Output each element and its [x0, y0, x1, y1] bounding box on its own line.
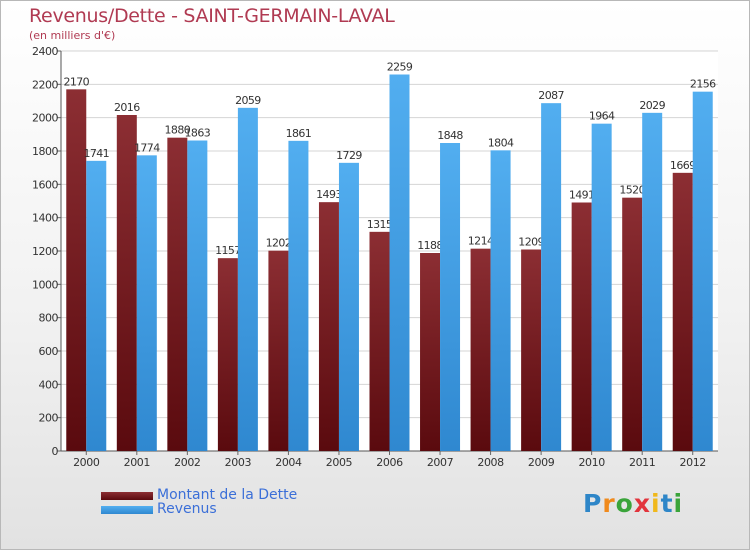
chart-title: Revenus/Dette - SAINT-GERMAIN-LAVAL [29, 5, 395, 27]
legend-label-dette: Montant de la Dette [157, 487, 298, 503]
data-label-revenus-2006: 2259 [387, 61, 413, 74]
bar-revenus-2009 [541, 103, 562, 452]
data-label-revenus-2005: 1729 [336, 149, 362, 162]
y-tick-label: 2400 [32, 45, 58, 58]
x-tick-label-2004: 2004 [275, 456, 302, 469]
y-tick-label: 200 [39, 412, 59, 425]
data-label-dette-2006: 1315 [367, 218, 393, 231]
bar-dette-2010 [571, 202, 592, 451]
x-tick-label-2011: 2011 [629, 456, 655, 469]
y-tick-label: 600 [39, 345, 59, 358]
bar-revenus-2011 [642, 112, 663, 451]
bar-revenus-2000 [86, 160, 107, 452]
bar-revenus-2002 [187, 140, 208, 451]
data-label-dette-2001: 2016 [114, 101, 140, 114]
x-tick-label-2009: 2009 [528, 456, 555, 469]
bar-dette-2011 [622, 197, 643, 451]
legend-swatch-dette [101, 492, 153, 500]
legend-label-revenus: Revenus [157, 501, 217, 517]
x-tick-label-2003: 2003 [225, 456, 252, 469]
data-label-dette-2002: 1880 [165, 124, 191, 137]
data-label-revenus-2001: 1774 [134, 141, 160, 154]
data-label-revenus-2010: 1964 [589, 110, 615, 123]
bar-revenus-2012 [692, 91, 713, 452]
chart-subtitle: (en milliers d'€) [29, 29, 116, 42]
data-label-revenus-2011: 2029 [639, 99, 665, 112]
bar-revenus-2001 [136, 155, 157, 452]
data-label-revenus-2009: 2087 [538, 89, 564, 102]
data-label-dette-2010: 1491 [569, 189, 595, 202]
y-tick-label: 0 [52, 445, 59, 458]
y-tick-label: 1200 [32, 245, 58, 258]
bar-revenus-2004 [288, 140, 309, 452]
x-tick-label-2000: 2000 [73, 456, 100, 469]
data-label-revenus-2004: 1861 [286, 127, 312, 140]
bar-dette-2007 [420, 253, 441, 451]
bar-dette-2002 [167, 137, 188, 451]
data-label-revenus-2007: 1848 [437, 129, 463, 142]
x-tick-label-2010: 2010 [578, 456, 605, 469]
bar-dette-2012 [672, 172, 693, 452]
data-label-dette-2000: 2170 [63, 75, 89, 88]
bar-dette-2008 [470, 248, 491, 451]
data-label-dette-2011: 1520 [619, 184, 645, 197]
bar-revenus-2008 [490, 150, 511, 452]
logo-letter: x [633, 489, 651, 518]
y-tick-label: 2000 [32, 112, 58, 125]
x-tick-label-2005: 2005 [326, 456, 353, 469]
data-label-revenus-2012: 2156 [690, 78, 716, 91]
y-tick-label: 1600 [32, 178, 58, 191]
x-tick-label-2006: 2006 [376, 456, 403, 469]
y-tick-label: 1400 [32, 212, 58, 225]
bar-dette-2001 [116, 115, 137, 451]
data-label-revenus-2000: 1741 [83, 147, 109, 160]
y-tick-label: 400 [39, 378, 59, 391]
data-label-dette-2007: 1188 [417, 239, 443, 252]
bar-dette-2004 [268, 250, 289, 451]
data-label-dette-2005: 1493 [316, 188, 342, 201]
bar-revenus-2007 [440, 143, 461, 451]
y-tick-label: 800 [39, 312, 59, 325]
x-tick-label-2002: 2002 [174, 456, 200, 469]
bar-dette-2005 [318, 202, 339, 451]
logo-letter: o [615, 489, 634, 518]
x-tick-label-2008: 2008 [477, 456, 504, 469]
logo-letter: t [660, 489, 674, 518]
x-tick-label-2001: 2001 [124, 456, 150, 469]
data-label-dette-2004: 1202 [266, 237, 292, 250]
logo-letter: r [602, 489, 616, 518]
bar-dette-2006 [369, 231, 390, 451]
data-label-dette-2008: 1214 [468, 235, 494, 248]
logo-letter: P [583, 489, 603, 518]
y-tick-label: 1800 [32, 145, 58, 158]
bar-dette-2009 [521, 249, 542, 451]
data-label-dette-2003: 1157 [215, 244, 241, 257]
bar-revenus-2005 [338, 162, 359, 452]
logo-letter: i [673, 489, 684, 518]
bar-dette-2000 [66, 89, 87, 451]
logo-letter: i [651, 489, 661, 518]
y-tick-label: 1000 [32, 278, 58, 291]
bar-dette-2003 [217, 258, 238, 451]
x-tick-label-2012: 2012 [680, 456, 706, 469]
data-label-dette-2012: 1669 [670, 159, 696, 172]
bar-revenus-2010 [591, 123, 612, 452]
bar-revenus-2003 [237, 107, 258, 451]
bar-revenus-2006 [389, 74, 410, 451]
y-tick-label: 2200 [32, 78, 58, 91]
proxiti-logo: Proxiti [583, 489, 683, 518]
data-label-revenus-2008: 1804 [488, 136, 514, 149]
data-label-revenus-2002: 1863 [185, 127, 211, 140]
legend-swatch-revenus [101, 506, 153, 514]
x-tick-label-2007: 2007 [427, 456, 454, 469]
data-label-revenus-2003: 2059 [235, 94, 261, 107]
data-label-dette-2009: 1209 [518, 236, 544, 249]
